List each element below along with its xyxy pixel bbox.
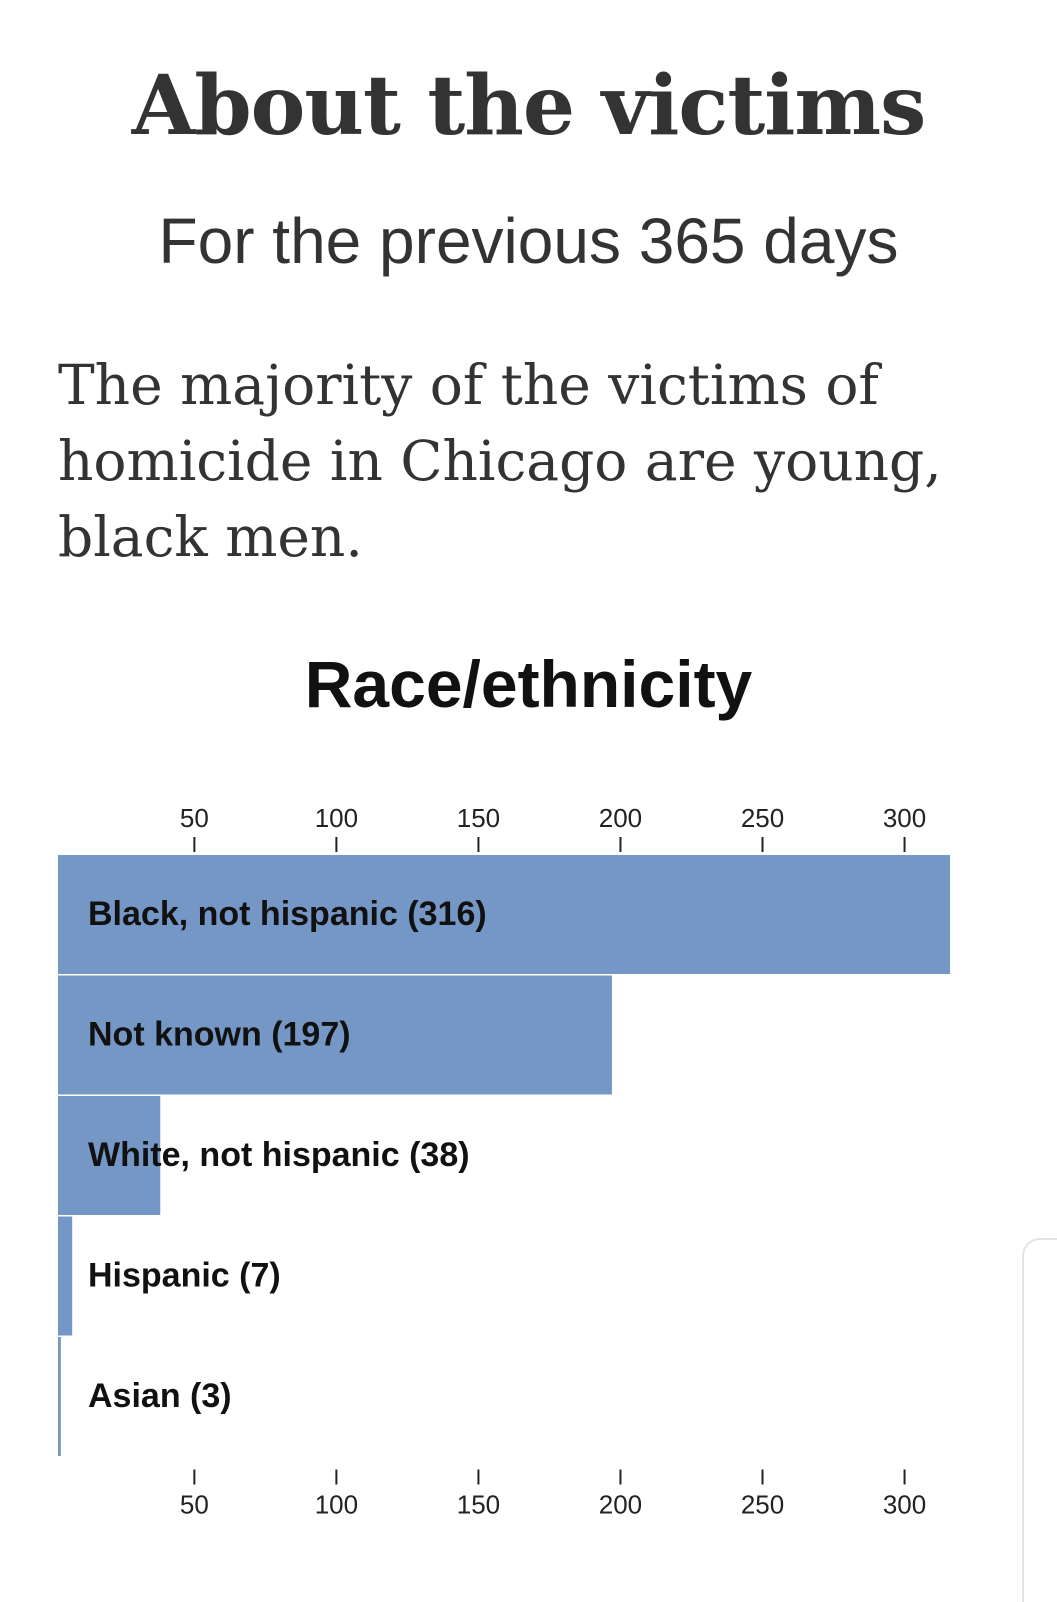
bottom-tick-label: 100 [315,1490,358,1520]
bottom-tick-label: 300 [883,1490,926,1520]
bottom-tick-label: 200 [599,1490,642,1520]
bar-label: Hispanic (7) [88,1257,281,1295]
bar-label: Black, not hispanic (316) [88,895,487,933]
top-tick-label: 100 [315,803,358,833]
top-axis: 50 100 150 200 250 300 [180,803,926,852]
bars-group: Black, not hispanic (316) Not known (197)… [58,855,950,1456]
top-tick-label: 50 [180,803,209,833]
race-ethnicity-bar-chart: 50 100 150 200 250 300 Black, not hispanic (3… [58,803,950,1520]
bar [58,1337,61,1456]
scroll-edge-handle[interactable] [1022,1238,1057,1602]
bar [58,1216,73,1336]
bottom-tick-label: 150 [457,1490,500,1520]
chart-title: Race/ethnicity [304,647,753,721]
top-tick-label: 200 [599,803,642,833]
bottom-tick-label: 250 [741,1490,784,1520]
bar-label: Asian (3) [88,1377,232,1415]
bottom-axis: 50 100 150 200 250 300 [180,1469,926,1520]
bar-label: Not known (197) [88,1016,351,1054]
page-subtitle: For the previous 365 days [158,205,899,277]
bar [58,1096,161,1215]
page-title: About the victims [131,58,927,154]
bar [58,855,950,974]
top-tick-label: 150 [457,803,500,833]
bar [58,975,612,1095]
top-tick-label: 300 [883,803,926,833]
bar-label: White, not hispanic (38) [88,1136,470,1174]
intro-paragraph: The majority of the victims of homicide … [58,353,942,569]
bottom-tick-label: 50 [180,1490,209,1520]
top-tick-label: 250 [741,803,784,833]
